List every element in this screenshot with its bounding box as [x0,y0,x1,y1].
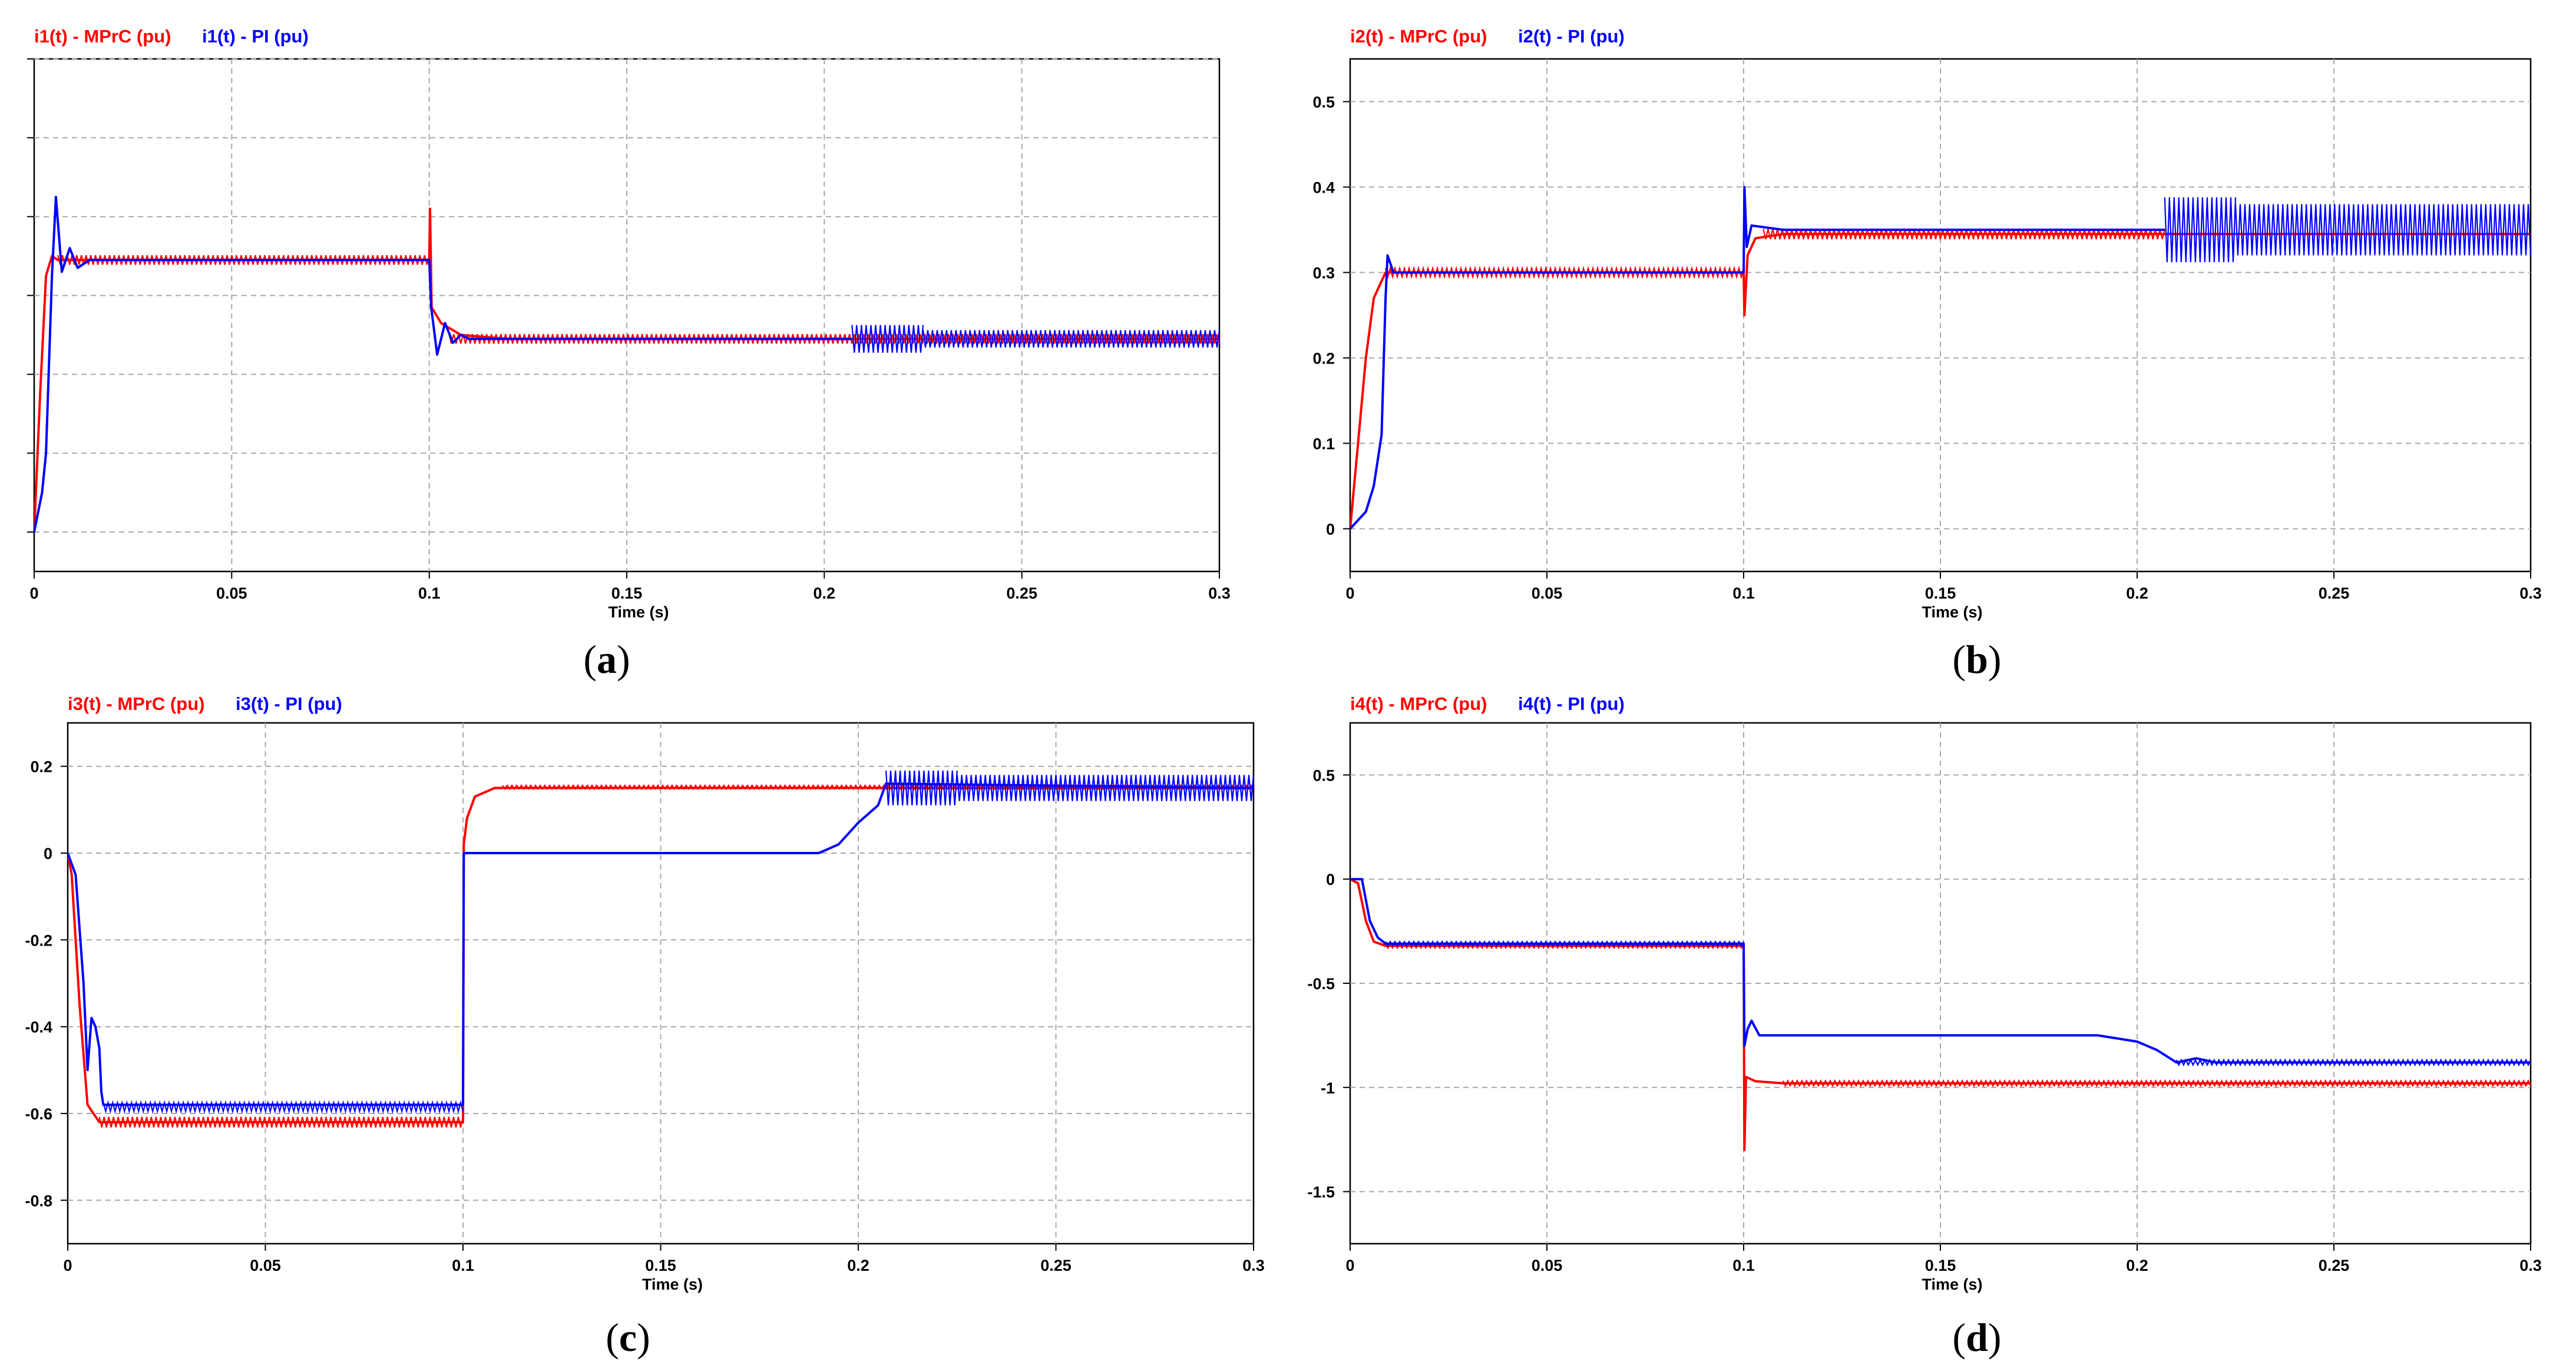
x-tick-label-c: 0.3 [1242,1257,1265,1274]
x-tick-label-d: 0.3 [2519,1257,2542,1274]
series-band-mprc-b [1762,229,2165,240]
x-tick-label-c: 0.05 [250,1257,281,1274]
caption-b: (b) [1952,637,2002,682]
y-tick-label-d: 0 [1326,871,1335,888]
x-tick-label-d: 0.15 [1925,1257,1956,1274]
legend-pi-d: i4(t) - PI (pu) [1518,693,1625,714]
y-tick-label-d: -0.5 [1307,975,1335,993]
x-tick-label-d: 0.25 [2319,1257,2350,1274]
y-tick-label-b: 0.1 [1312,435,1335,453]
y-tick-label-c: 0.2 [30,758,52,776]
panel-a: 0 0.05 0.1 0.15 0.2 0.25 0.3 Time (s) i1(t) - MP… [0,0,1288,684]
x-tick-label-a: 0.25 [1006,584,1037,602]
series-band-pi-b [2234,204,2531,256]
y-tick-label-b: 0.2 [1312,350,1335,368]
x-tick-label-c: 0.15 [645,1257,676,1274]
y-tick-label-b: 0.4 [1312,179,1335,197]
y-tick-label-c: -0.8 [25,1192,52,1210]
series-line-pi-a [34,196,852,533]
legend-mprc-b: i2(t) - MPrC (pu) [1350,26,1487,47]
x-tick-label-b: 0.3 [2519,584,2542,602]
caption-d: (d) [1952,1315,2002,1360]
legend-mprc-c: i3(t) - MPrC (pu) [68,693,204,714]
series-band-pi-a [922,330,1219,348]
x-tick-label-a: 0.05 [216,584,247,602]
series-line-pi-d [1350,878,2531,1064]
series-band-pi-a [851,325,924,353]
x-tick-label-a: 0 [29,584,38,602]
x-tick-label-c: 0.1 [452,1257,474,1274]
series-band-mprc-b [1385,266,1745,279]
chart-c: 0 0.05 0.1 0.15 0.2 0.25 0.3 -0.8 -0.6 -0.4 -0.2 0 0… [25,693,1265,1293]
x-axis-label-a: Time (s) [608,603,669,621]
x-tick-label-a: 0.15 [611,584,643,602]
series-band-pi-c [102,1100,464,1114]
series-line-pi-c [68,782,1254,1106]
legend-pi-b: i2(t) - PI (pu) [1518,26,1625,47]
legend-mprc-a: i1(t) - MPrC (pu) [34,26,171,47]
caption-c: (c) [606,1315,650,1360]
y-tick-label-d: -1 [1321,1079,1335,1097]
series-line-mprc-c [68,787,1254,1124]
x-tick-label-d: 0.05 [1532,1257,1563,1274]
x-tick-label-d: 0.1 [1732,1257,1755,1274]
series-band-pi-b [2164,197,2237,263]
series-band-mprc-a [57,255,430,265]
series-line-mprc-a [34,207,1219,533]
chart-d: 0 0.05 0.1 0.15 0.2 0.25 0.3 -1.5 -1 -0.5 0 0.5 Time… [1307,693,2542,1293]
x-tick-label-a: 0.1 [418,584,441,602]
y-tick-label-b: 0.5 [1312,94,1335,111]
legend-mprc-d: i4(t) - MPrC (pu) [1350,693,1487,714]
x-tick-label-b: 0.25 [2319,584,2350,602]
x-tick-label-b: 0 [1345,584,1354,602]
x-tick-label-b: 0.15 [1925,584,1956,602]
x-tick-label-b: 0.1 [1732,584,1755,602]
x-axis-label-c: Time (s) [642,1276,703,1293]
series-band-pi-d [2175,1058,2531,1067]
y-tick-label-c: 0 [44,845,52,863]
legend-pi-c: i3(t) - PI (pu) [236,693,342,714]
x-tick-label-b: 0.2 [2126,584,2148,602]
x-axis-label-b: Time (s) [1922,603,1982,621]
series-band-pi-c [885,770,958,806]
series-band-mprc-c [98,1116,464,1128]
panel-b: 0 0.05 0.1 0.15 0.2 0.25 0.3 0 0.1 0.2 0.3 0.4 0.5 Ti… [1288,0,2576,684]
y-tick-label-c: -0.2 [25,931,52,949]
series-band-pi-c [956,775,1254,801]
caption-a: (a) [583,637,630,682]
x-tick-label-b: 0.05 [1532,584,1563,602]
y-tick-label-c: -0.4 [25,1019,52,1036]
y-tick-label-b: 0.3 [1312,265,1335,282]
series-line-mprc-b [1350,233,2531,529]
x-axis-label-d: Time (s) [1922,1276,1982,1293]
panel-c: 0 0.05 0.1 0.15 0.2 0.25 0.3 -0.8 -0.6 -0.4 -0.2 0 0… [0,684,1288,1368]
legend-pi-a: i1(t) - PI (pu) [202,26,309,47]
series-group-b [1350,186,2531,530]
x-tick-label-d: 0.2 [2126,1257,2148,1274]
x-tick-label-c: 0.25 [1040,1257,1072,1274]
x-tick-label-c: 0.2 [847,1257,869,1274]
x-tick-label-c: 0 [63,1257,72,1274]
series-line-pi-b [1350,186,2165,530]
x-tick-label-d: 0 [1345,1257,1354,1274]
series-group-a [34,196,1219,533]
y-tick-label-c: -0.6 [25,1105,52,1123]
y-tick-label-b: 0 [1326,521,1335,538]
chart-a: 0 0.05 0.1 0.15 0.2 0.25 0.3 Time (s) i1(t) - MP… [27,26,1231,621]
panel-d: 0 0.05 0.1 0.15 0.2 0.25 0.3 -1.5 -1 -0.5 0 0.5 Time… [1288,684,2576,1368]
series-group-c [68,770,1254,1128]
chart-b: 0 0.05 0.1 0.15 0.2 0.25 0.3 0 0.1 0.2 0.3 0.4 0.5 Ti… [1312,26,2542,621]
y-tick-label-d: -1.5 [1307,1184,1335,1201]
y-tick-label-d: 0.5 [1312,766,1335,784]
x-tick-label-a: 0.2 [814,584,836,602]
series-group-d [1350,878,2531,1151]
x-tick-label-a: 0.3 [1208,584,1231,602]
